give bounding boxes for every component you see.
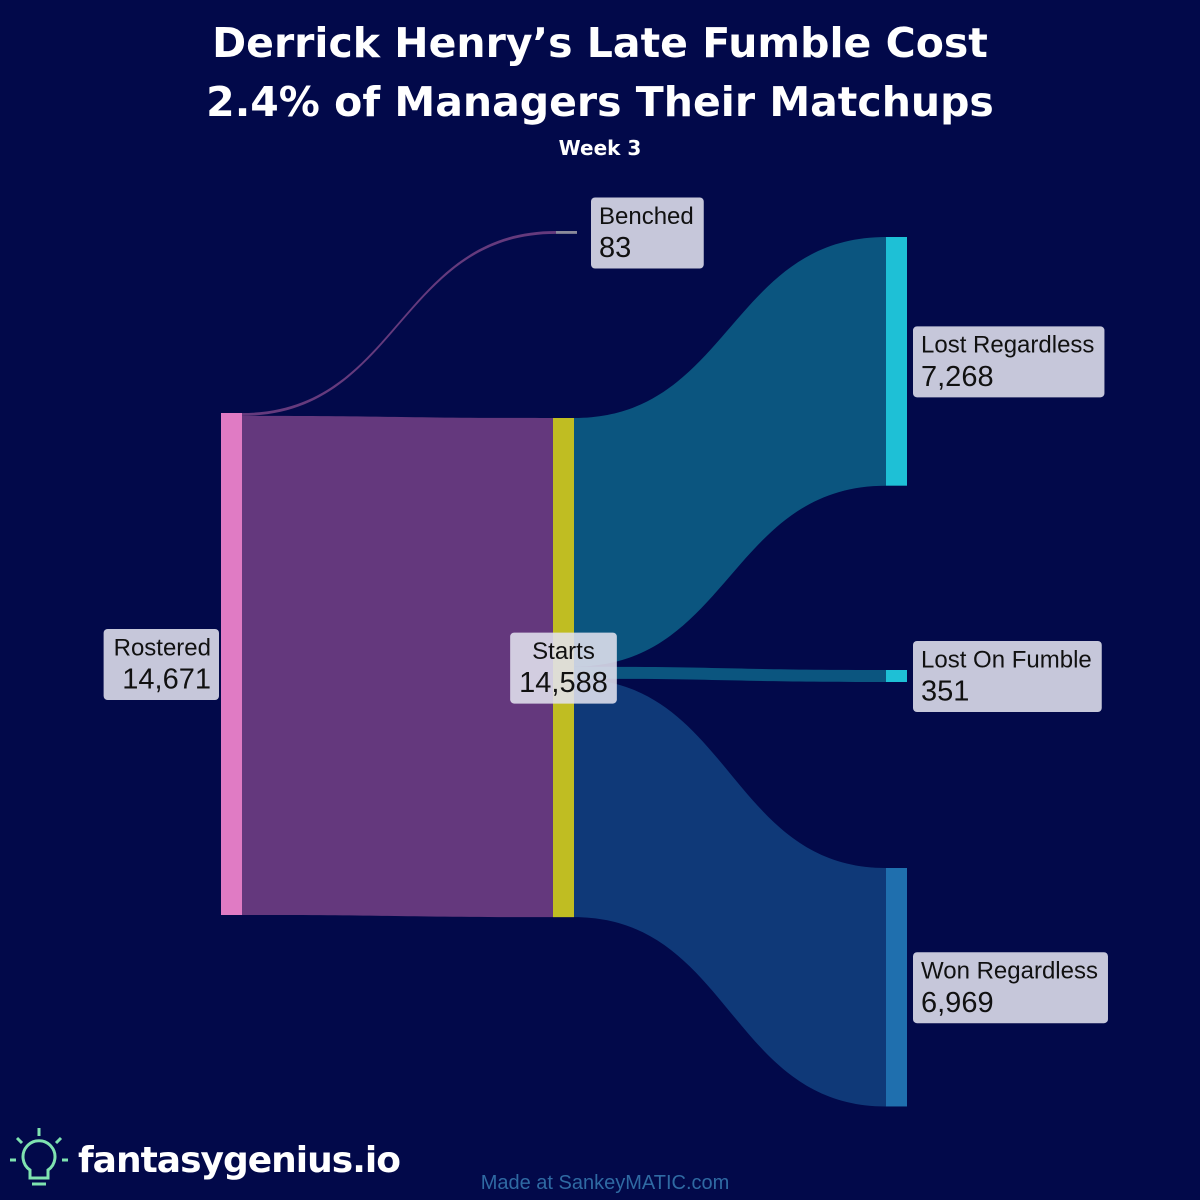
node <box>221 413 242 915</box>
links <box>242 231 886 1107</box>
node <box>556 231 577 234</box>
link <box>574 666 886 683</box>
label-box <box>591 197 704 269</box>
label-box <box>913 641 1102 713</box>
node <box>886 868 907 1107</box>
label-box <box>913 952 1108 1024</box>
node-name: Lost Regardless <box>921 332 1094 359</box>
node-value: 14,588 <box>519 667 608 699</box>
brand: fantasygenius.io <box>78 1140 401 1181</box>
node-name: Lost On Fumble <box>921 646 1092 673</box>
node-value: 7,268 <box>921 361 994 393</box>
link <box>574 678 886 1107</box>
node-label: Rostered 14,671 <box>103 629 219 700</box>
link <box>242 415 553 918</box>
credit: Made at SankeyMATIC.com <box>480 1172 730 1194</box>
nodes <box>221 231 907 1107</box>
node-name: Benched <box>599 203 694 230</box>
chart-title: Derrick Henry’s Late Fumble Cost 2.4% of… <box>206 19 994 127</box>
node-name: Won Regardless <box>921 958 1098 985</box>
node-value: 6,969 <box>921 987 994 1019</box>
chart-subtitle: Week 3 <box>558 136 642 160</box>
label-box <box>103 629 219 700</box>
link <box>574 237 886 667</box>
label-box <box>913 326 1105 398</box>
node-name: Starts <box>532 638 595 665</box>
node <box>886 670 907 683</box>
node-value: 83 <box>599 232 631 264</box>
node <box>553 418 574 918</box>
node <box>886 237 907 486</box>
node-value: 14,671 <box>122 664 211 696</box>
label-box <box>510 632 617 704</box>
node-label: Lost On Fumble 351 <box>913 641 1102 713</box>
node-value: 351 <box>921 676 969 708</box>
node-name: Rostered <box>114 634 211 661</box>
link <box>242 231 556 416</box>
